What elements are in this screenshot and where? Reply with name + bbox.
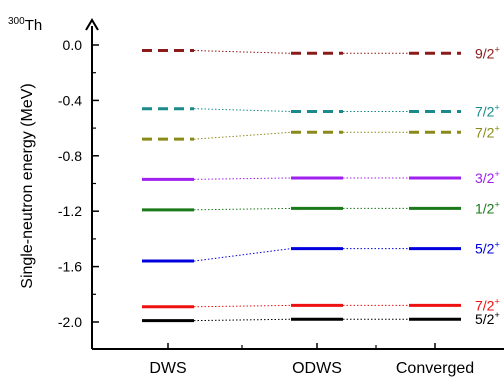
nucleus-label: 300Th <box>8 16 42 34</box>
connector-line <box>193 318 292 322</box>
connector-line <box>193 177 292 180</box>
y-tick-label: -2.0 <box>58 314 82 330</box>
y-axis-arrow <box>85 18 99 31</box>
connector-line <box>193 50 292 54</box>
x-category-label: ODWS <box>292 360 342 377</box>
y-tick-label: -0.4 <box>58 92 82 108</box>
connector-line <box>193 108 292 112</box>
level-label: 1/2+ <box>475 199 500 216</box>
level-label: 9/2+ <box>475 44 500 61</box>
connector-line <box>193 207 292 211</box>
level-label: 7/2+ <box>475 296 500 313</box>
connector-line <box>193 131 292 140</box>
x-category-label: Converged <box>396 360 474 377</box>
levels <box>142 49 461 323</box>
nucleus-mass-number: 300 <box>8 16 25 27</box>
level-labels: 9/2+7/2+7/2+3/2+1/2+5/2+7/2+5/2+ <box>475 44 500 327</box>
nucleus-symbol: Th <box>25 17 43 34</box>
y-tick-label: -0.8 <box>58 148 82 164</box>
y-tick-label: -1.2 <box>58 203 82 219</box>
x-category-label: DWS <box>149 360 186 377</box>
axes: 0.0 -0.4 -0.8 -1.2 -1.6 -2.0 DWS ODWS Converged <box>58 18 504 377</box>
level-label: 3/2+ <box>475 169 500 186</box>
y-tick-label: 0.0 <box>63 37 83 53</box>
connectors <box>193 50 409 322</box>
level-label: 7/2+ <box>475 102 500 119</box>
level-label: 5/2+ <box>475 310 500 327</box>
level-label: 7/2+ <box>475 123 500 140</box>
y-tick-label: -1.6 <box>58 259 82 275</box>
y-axis-title: Single-neutron energy (MeV) <box>19 83 36 288</box>
connector-line <box>193 304 292 308</box>
connector-line <box>193 248 292 262</box>
level-label: 5/2+ <box>475 240 500 257</box>
